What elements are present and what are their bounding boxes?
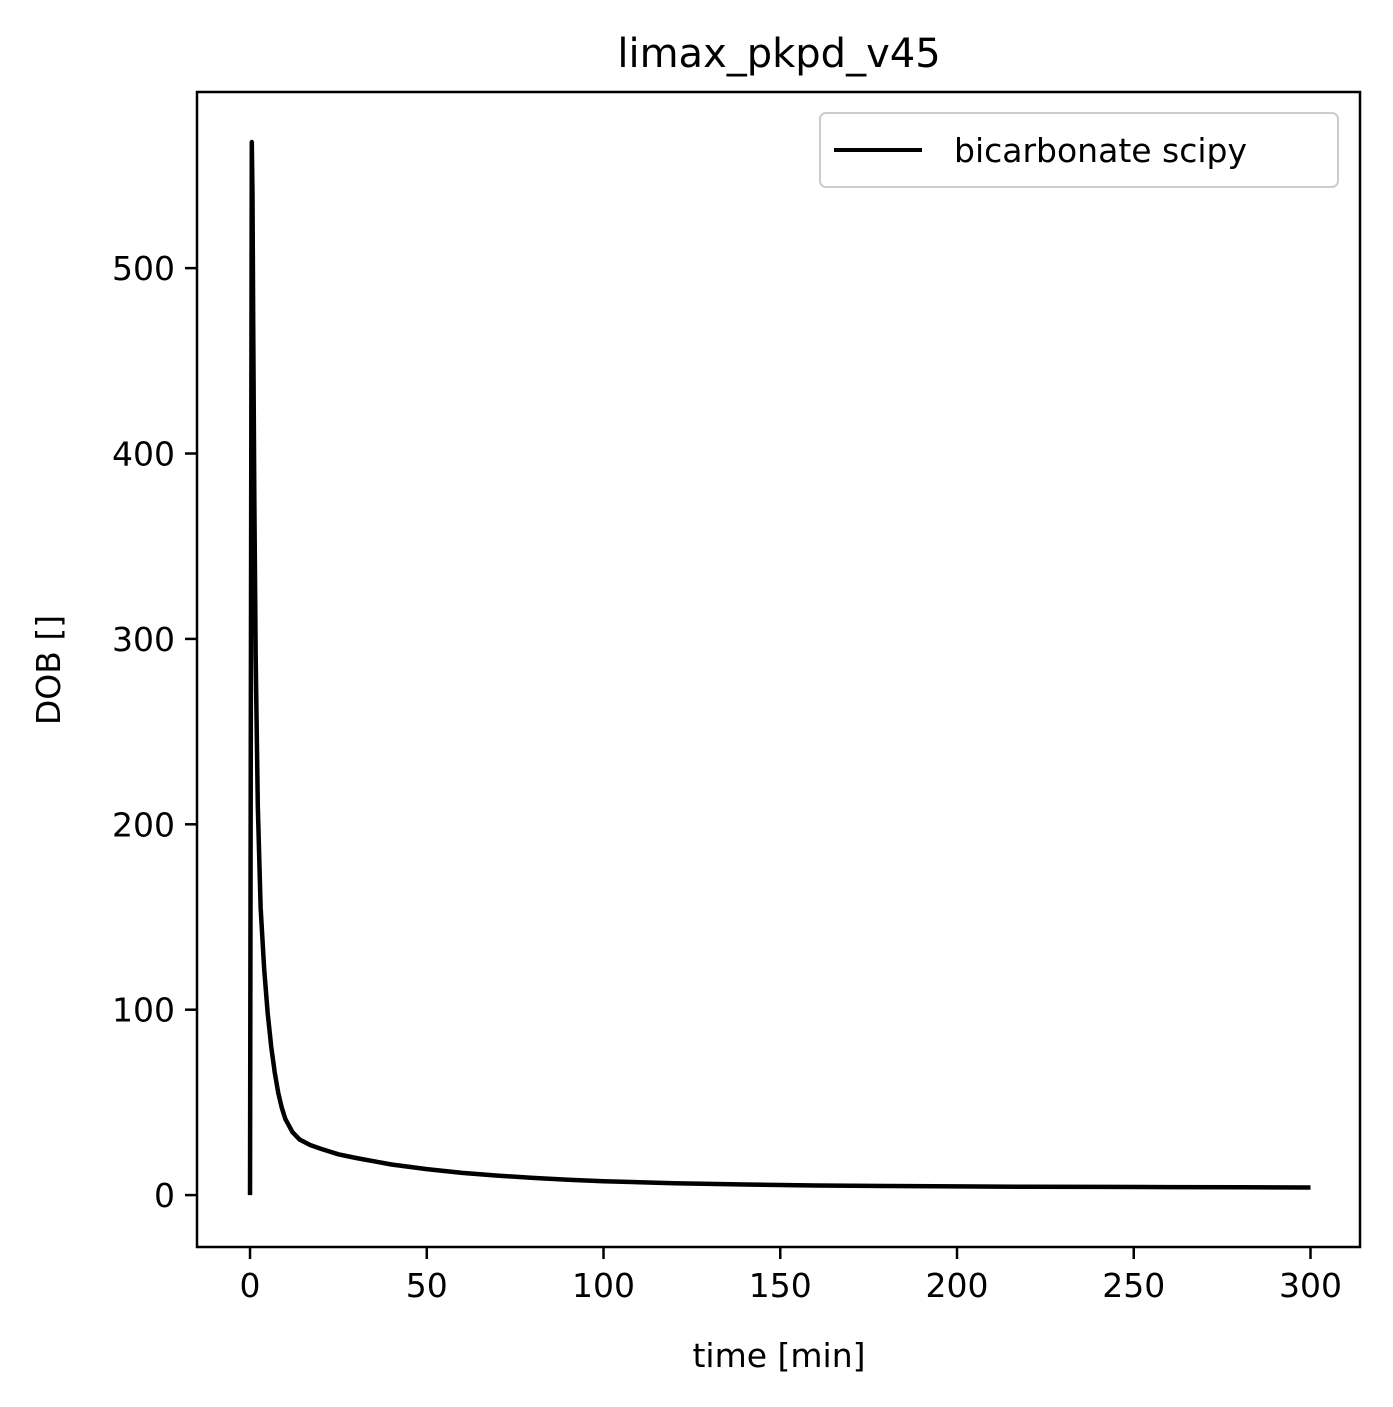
y-tick-label: 0 [154, 1176, 175, 1215]
x-tick-label: 150 [749, 1266, 812, 1305]
y-axis-label: DOB [] [29, 615, 68, 725]
x-tick-label: 0 [240, 1266, 261, 1305]
x-tick-label: 200 [926, 1266, 989, 1305]
y-tick-label: 400 [112, 435, 175, 474]
x-tick-label: 100 [572, 1266, 635, 1305]
x-tick-label: 300 [1279, 1266, 1342, 1305]
legend: bicarbonate scipy [819, 112, 1339, 188]
series-line-bicarbonate-scipy [247, 139, 1311, 1196]
y-tick-label: 200 [112, 805, 175, 844]
x-axis-label: time [min] [692, 1336, 865, 1375]
legend-box [819, 112, 1339, 188]
legend-label-bicarbonate-scipy: bicarbonate scipy [954, 131, 1247, 170]
x-tick-label: 50 [406, 1266, 448, 1305]
plot-area: 0 50 100 150 200 250 300 0 100 200 300 400 500 [112, 90, 1362, 1305]
x-tick-label: 250 [1102, 1266, 1165, 1305]
y-axis-ticks: 0 100 200 300 400 500 [112, 249, 197, 1215]
y-tick-label: 500 [112, 249, 175, 288]
x-axis-ticks: 0 50 100 150 200 250 300 [240, 1247, 1342, 1305]
axes-frame [195, 90, 1362, 1249]
series-layer [247, 139, 1311, 1196]
chart-title: limax_pkpd_v45 [617, 31, 940, 77]
y-tick-label: 300 [112, 620, 175, 659]
y-tick-label: 100 [112, 991, 175, 1030]
